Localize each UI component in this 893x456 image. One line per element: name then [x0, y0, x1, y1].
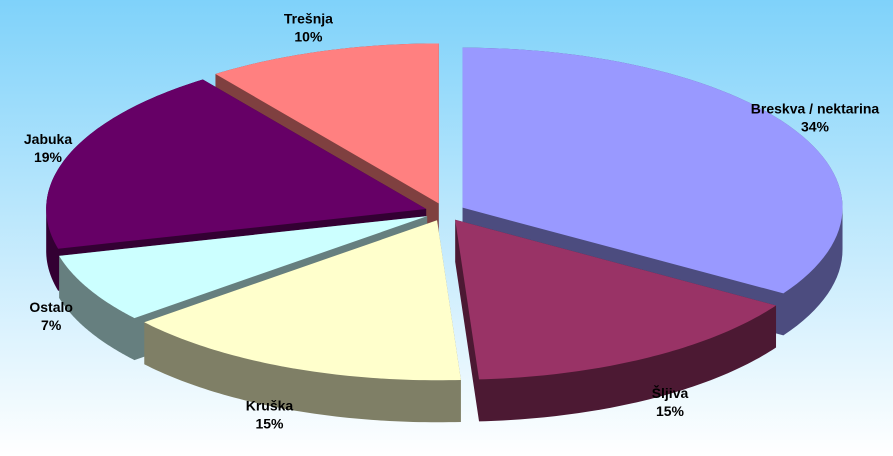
- slice-label: Breskva / nektarina: [751, 101, 880, 117]
- slice: [215, 43, 439, 204]
- slice-value-label: 15%: [656, 403, 685, 419]
- slice-value-label: 7%: [41, 317, 62, 333]
- slice: [462, 47, 843, 294]
- slice-value-label: 34%: [801, 119, 830, 135]
- slice: [144, 220, 461, 381]
- slice-label: Kruška: [246, 397, 294, 413]
- slice-value-label: 10%: [294, 29, 323, 45]
- slice: [455, 219, 777, 380]
- slice-label: Ostalo: [29, 299, 73, 315]
- slice-label: Trešnja: [284, 11, 333, 27]
- slice: [46, 79, 427, 249]
- slice-value-label: 19%: [34, 149, 63, 165]
- slice-label: Jabuka: [24, 131, 72, 147]
- slice-value-label: 15%: [255, 415, 284, 431]
- slice-label: Šljiva: [652, 384, 689, 401]
- slice: [59, 216, 428, 319]
